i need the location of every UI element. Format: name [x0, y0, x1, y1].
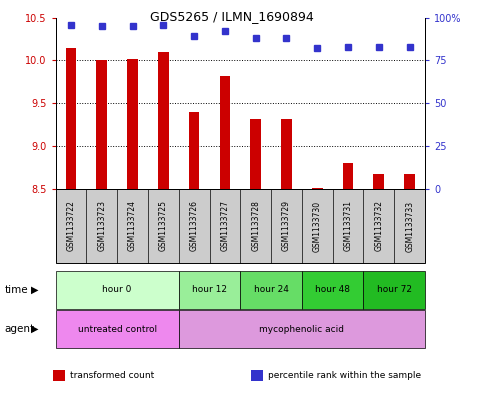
- Bar: [127, 59, 138, 189]
- Text: GSM1133730: GSM1133730: [313, 200, 322, 252]
- Text: GDS5265 / ILMN_1690894: GDS5265 / ILMN_1690894: [150, 10, 314, 23]
- Bar: [373, 174, 384, 189]
- Text: GSM1133723: GSM1133723: [97, 200, 106, 252]
- Text: hour 0: hour 0: [102, 285, 132, 294]
- Text: transformed count: transformed count: [70, 371, 154, 380]
- Text: percentile rank within the sample: percentile rank within the sample: [268, 371, 421, 380]
- Text: agent: agent: [5, 324, 35, 334]
- Bar: [342, 163, 354, 189]
- Text: hour 48: hour 48: [315, 285, 350, 294]
- Text: hour 24: hour 24: [254, 285, 288, 294]
- Bar: [281, 119, 292, 189]
- Bar: [312, 188, 323, 189]
- Text: GSM1133729: GSM1133729: [282, 200, 291, 252]
- Bar: [158, 52, 169, 189]
- Text: GSM1133732: GSM1133732: [374, 200, 384, 252]
- Text: GSM1133726: GSM1133726: [190, 200, 199, 252]
- Bar: [404, 174, 415, 189]
- Text: GSM1133731: GSM1133731: [343, 200, 353, 252]
- Text: GSM1133728: GSM1133728: [251, 200, 260, 252]
- Bar: [189, 112, 199, 189]
- Text: GSM1133733: GSM1133733: [405, 200, 414, 252]
- Bar: [96, 61, 107, 189]
- Bar: [66, 48, 76, 189]
- Text: GSM1133722: GSM1133722: [67, 200, 75, 252]
- Text: ▶: ▶: [31, 324, 39, 334]
- Text: GSM1133725: GSM1133725: [159, 200, 168, 252]
- Text: ▶: ▶: [31, 285, 39, 295]
- Text: time: time: [5, 285, 28, 295]
- Text: hour 12: hour 12: [192, 285, 227, 294]
- Text: GSM1133727: GSM1133727: [220, 200, 229, 252]
- Text: mycophenolic acid: mycophenolic acid: [259, 325, 344, 334]
- Text: GSM1133724: GSM1133724: [128, 200, 137, 252]
- Bar: [250, 119, 261, 189]
- Text: hour 72: hour 72: [377, 285, 412, 294]
- Text: untreated control: untreated control: [78, 325, 156, 334]
- Bar: [219, 76, 230, 189]
